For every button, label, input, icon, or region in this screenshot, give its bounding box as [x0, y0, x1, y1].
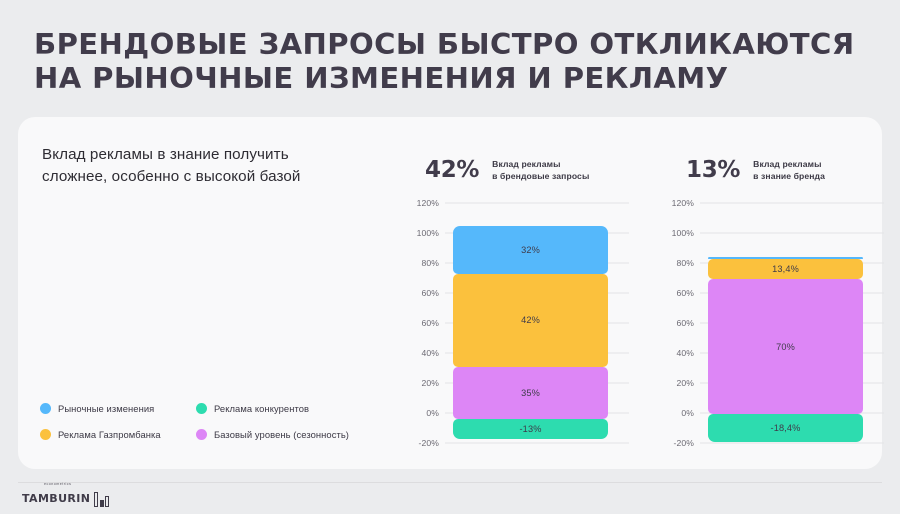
y-axis-tick-label: 60% [421, 288, 439, 298]
bar-segment: 70% [708, 279, 863, 415]
stacked-bar: 13,4% 70% -18,4% [708, 203, 863, 443]
chart-legend: Рыночные изменения Реклама конкурентов Рек… [40, 403, 370, 440]
bar-segment: -13% [453, 419, 608, 439]
y-axis-tick-label: 100% [416, 228, 439, 238]
plot-area: 120% 100% 80% 60% 60% 40% 20% 0% -20% 13,4% 70% -1… [656, 198, 884, 448]
lead-paragraph: Вклад рекламы в знание получить сложнее,… [42, 146, 301, 185]
y-axis-tick-label: -20% [418, 438, 439, 448]
page-title: БРЕНДОВЫЕ ЗАПРОСЫ БЫСТРО ОТКЛИКАЮТСЯ НА … [34, 28, 864, 96]
chart-header: 42% Вклад рекламы в брендовые запросы [425, 159, 589, 182]
legend-item-market_changes: Рыночные изменения [40, 403, 188, 414]
y-axis-tick-label: 80% [421, 258, 439, 268]
legend-label: Реклама конкурентов [214, 403, 310, 414]
chart-subtitle-line-1: Вклад рекламы [492, 159, 561, 169]
legend-item-competitor_ads: Реклама конкурентов [196, 403, 370, 414]
chart-headline-value: 42% [425, 157, 480, 184]
stacked-bar: 32% 42% 35% -13% [453, 203, 608, 443]
bar-segment-label: -13% [519, 423, 542, 434]
chart-subtitle: Вклад рекламы в брендовые запросы [492, 159, 589, 182]
bar-segment: 42% [453, 273, 608, 367]
y-axis-tick-label: 120% [671, 198, 694, 208]
legend-color-swatch [40, 429, 51, 440]
logo-kicker: econometrics [44, 482, 72, 486]
gridline [445, 442, 629, 444]
bar-segment-label: 13,4% [772, 264, 799, 275]
y-axis-tick-label: 60% [676, 318, 694, 328]
chart-subtitle-line-2: в брендовые запросы [492, 170, 590, 181]
y-axis-tick-label: 60% [421, 318, 439, 328]
chart-header: 13% Вклад рекламы в знание бренда [686, 159, 825, 182]
bar-segment-label: -18,4% [770, 422, 801, 433]
y-axis-tick-label: 40% [676, 348, 694, 358]
chart-subtitle: Вклад рекламы в знание бренда [753, 159, 825, 182]
y-axis-tick-label: 80% [676, 258, 694, 268]
y-axis-tick-label: 0% [681, 408, 694, 418]
page-title-line-1: БРЕНДОВЫЕ ЗАПРОСЫ БЫСТРО ОТКЛИКАЮТСЯ [34, 28, 855, 61]
legend-item-gazprombank_ads: Реклама Газпромбанка [40, 429, 188, 440]
chart-headline-value: 13% [686, 157, 741, 184]
bar-segment: 13,4% [708, 259, 863, 280]
bar-segment [708, 257, 863, 260]
chart-subtitle-line-1: Вклад рекламы [753, 159, 822, 169]
legend-color-swatch [196, 429, 207, 440]
legend-color-swatch [196, 403, 207, 414]
legend-color-swatch [40, 403, 51, 414]
y-axis-tick-label: -20% [673, 438, 694, 448]
y-axis-labels: 120% 100% 80% 60% 60% 40% 20% 0% -20% [656, 198, 694, 448]
y-axis-tick-label: 20% [676, 378, 694, 388]
bar-segment: 35% [453, 366, 608, 419]
gridline [700, 202, 884, 204]
y-axis-tick-label: 20% [421, 378, 439, 388]
chart-card: Вклад рекламы в знание получить сложнее,… [18, 117, 884, 469]
chart-brand-queries: 42% Вклад рекламы в брендовые запросы 12… [385, 117, 635, 469]
bar-segment-label: 32% [521, 244, 540, 255]
plot-area: 120% 100% 80% 60% 60% 40% 20% 0% -20% 32% 42% 35% -… [401, 198, 629, 448]
legend-item-base_level: Базовый уровень (сезонность) [196, 429, 370, 440]
footer-divider [18, 482, 882, 483]
y-axis-tick-label: 120% [416, 198, 439, 208]
legend-label: Реклама Газпромбанка [58, 429, 161, 440]
bar-segment-label: 35% [521, 387, 540, 398]
tamburin-logo: econometrics TAMBURIN [22, 482, 110, 507]
bar-segment-label: 42% [521, 315, 540, 325]
bar-segment-label: 70% [776, 341, 795, 352]
bar-segment: -18,4% [708, 414, 863, 442]
y-axis-labels: 120% 100% 80% 60% 60% 40% 20% 0% -20% [401, 198, 439, 448]
page-title-line-2: НА РЫНОЧНЫЕ ИЗМЕНЕНИЯ И РЕКЛАМУ [34, 62, 729, 95]
chart-subtitle-line-2: в знание бренда [753, 170, 825, 181]
y-axis-tick-label: 40% [421, 348, 439, 358]
gridline [700, 442, 884, 444]
bar-segment: 32% [453, 225, 608, 274]
bar-chart-icon [94, 491, 110, 507]
logo-text: econometrics TAMBURIN [22, 482, 91, 507]
legend-label: Рыночные изменения [58, 403, 155, 414]
gridline [700, 232, 884, 234]
legend-label: Базовый уровень (сезонность) [214, 429, 350, 440]
y-axis-tick-label: 60% [676, 288, 694, 298]
gridline [445, 202, 629, 204]
chart-brand-awareness: 13% Вклад рекламы в знание бренда 120% 10… [640, 117, 890, 469]
y-axis-tick-label: 0% [426, 408, 439, 418]
logo-name: TAMBURIN [22, 492, 91, 505]
y-axis-tick-label: 100% [671, 228, 694, 238]
